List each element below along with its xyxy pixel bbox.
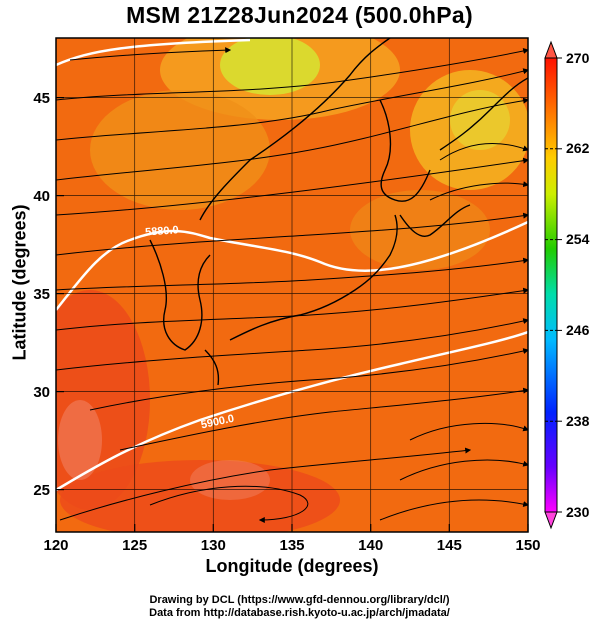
x-axis-label: Longitude (degrees) [205, 556, 379, 576]
colorbar-gradient [544, 57, 558, 513]
credit-data: Data from http://database.rish.kyoto-u.a… [149, 607, 450, 619]
y-tick-label: 40 [33, 188, 50, 205]
x-tick-label: 135 [279, 537, 304, 554]
x-tick-label: 130 [201, 537, 226, 554]
map-title: MSM 21Z28Jun2024 (500.0hPa) [126, 2, 473, 28]
colorbar-under-triangle [544, 511, 558, 530]
colorbar-tick-label: 262 [566, 140, 590, 156]
contour-5880 [56, 220, 528, 311]
colorbar-tick-label: 238 [566, 413, 590, 429]
x-tick-label: 140 [358, 537, 383, 554]
contour-north [56, 38, 251, 67]
contour-5900 [56, 330, 528, 492]
colorbar-over-triangle [544, 40, 558, 59]
y-tick-label: 35 [33, 286, 50, 303]
colorbar-tick-label: 230 [566, 504, 590, 520]
x-tick-label: 125 [122, 537, 147, 554]
colorbar-ticks [557, 57, 562, 513]
axis-ticks [55, 96, 529, 532]
credit-drawing: Drawing by DCL (https://www.gfd-dennou.o… [149, 594, 450, 606]
colorbar-interval-lines [545, 148, 557, 422]
colorbar-tick-label: 254 [566, 231, 590, 247]
x-tick-label: 150 [515, 537, 540, 554]
colorbar: 230 238 246 254 262 270 [544, 40, 590, 530]
colorbar-tick-label: 270 [566, 50, 590, 66]
y-tick-label: 30 [33, 384, 50, 401]
grid-lines [56, 38, 528, 532]
colorbar-tick-label: 246 [566, 322, 590, 338]
x-tick-label: 145 [437, 537, 462, 554]
y-tick-label: 25 [33, 482, 50, 499]
contour-label-5880: 5880.0 [145, 224, 179, 238]
y-tick-label: 45 [33, 90, 50, 107]
temperature-field: 5880.0 5900.0 [56, 38, 528, 532]
x-tick-label: 120 [43, 537, 68, 554]
